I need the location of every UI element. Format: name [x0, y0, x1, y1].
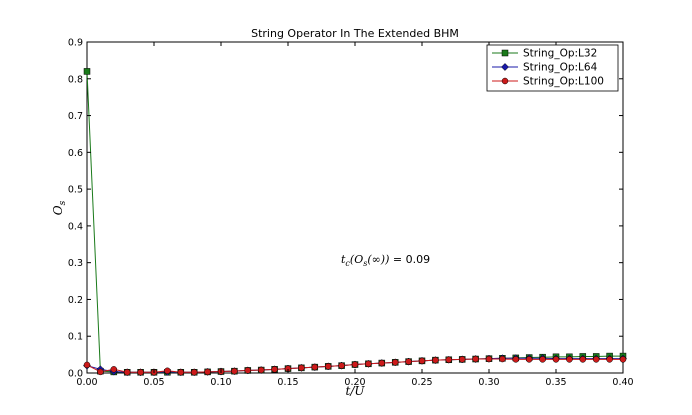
data-point [512, 356, 520, 363]
plot-frame [86, 41, 624, 374]
data-point [298, 364, 305, 372]
data-point [110, 366, 118, 373]
series-layer [83, 68, 627, 377]
data-point [97, 368, 104, 376]
legend-marker [501, 77, 509, 85]
x-tick-label: 0.10 [210, 377, 231, 388]
annotation-base: t [341, 253, 346, 266]
legend-item: String_Op:L100 [492, 76, 604, 88]
data-point [365, 360, 372, 368]
y-axis-label-sub: s [58, 200, 68, 205]
legend-label: String_Op:L32 [523, 48, 597, 60]
y-tick-label: 0.1 [68, 332, 83, 343]
data-point [137, 369, 144, 376]
data-point [351, 361, 359, 368]
x-tick-label: 0.30 [478, 377, 499, 388]
legend: String_Op:L32 String_Op:L64 String_Op:L100 [486, 44, 619, 92]
data-point [552, 356, 560, 363]
data-point [164, 367, 171, 375]
x-tick-label: 0.40 [612, 377, 633, 388]
annotation-tail: (∞)) [367, 253, 389, 266]
x-tick-label: 0.20 [344, 377, 365, 388]
data-point [458, 356, 466, 363]
data-point [324, 363, 332, 370]
x-tick-label: 0.35 [545, 377, 566, 388]
y-axis-label-base: O [51, 205, 65, 215]
data-point [418, 357, 426, 365]
y-tick-label: 0.5 [68, 185, 83, 196]
legend-label: String_Op:L100 [523, 76, 604, 88]
annotation-sub: c [345, 259, 350, 268]
data-point [579, 356, 587, 363]
data-point [499, 355, 506, 363]
data-point [405, 358, 412, 365]
data-point [204, 368, 211, 376]
data-point [525, 356, 533, 363]
data-point [606, 356, 613, 363]
y-tick-label: 0.0 [68, 369, 83, 380]
data-point [123, 369, 131, 376]
x-axis-label: t/U [346, 384, 366, 398]
y-tick-label: 0.4 [68, 221, 83, 232]
plot-area [83, 41, 627, 377]
y-axis: 0.0 0.1 0.2 0.3 0.4 0.5 0.6 0.7 0.8 0.9 [68, 38, 623, 380]
annotation-rest: (O [350, 253, 363, 266]
data-point [472, 355, 479, 363]
legend-marker [501, 63, 509, 71]
legend-marker [501, 49, 509, 57]
x-tick-label: 0.00 [76, 377, 97, 388]
x-axis: 0.00 0.05 0.10 0.15 0.20 0.25 0.30 0.35 0.40 [76, 42, 634, 388]
x-tick-label: 0.05 [143, 377, 164, 388]
x-tick-label: 0.25 [411, 377, 432, 388]
y-tick-label: 0.6 [68, 148, 83, 159]
data-point [539, 356, 546, 363]
data-point [311, 363, 319, 371]
data-point [485, 355, 493, 363]
legend-item: String_Op:L32 [492, 48, 597, 60]
critical-point-annotation: tc(Os(∞)) = 0.09 [341, 253, 430, 268]
data-point [432, 356, 439, 364]
annotation-sub2: s [363, 259, 367, 268]
chart-title: String Operator In The Extended BHM [251, 27, 459, 40]
x-tick-label: 0.15 [277, 377, 298, 388]
data-point [231, 367, 238, 375]
y-tick-label: 0.9 [68, 38, 83, 49]
data-point [378, 359, 386, 367]
data-point [83, 361, 91, 369]
data-point [619, 356, 627, 363]
data-point [445, 356, 453, 364]
annotation-value: = 0.09 [389, 253, 430, 266]
y-tick-label: 0.3 [68, 258, 83, 269]
data-point [566, 356, 573, 363]
data-point [391, 359, 399, 366]
data-point [83, 68, 91, 75]
y-axis-label: Os [51, 200, 68, 215]
y-tick-label: 0.8 [68, 74, 83, 85]
legend-label: String_Op:L64 [523, 62, 598, 74]
y-tick-label: 0.2 [68, 295, 83, 306]
legend-item: String_Op:L64 [492, 62, 598, 74]
y-tick-label: 0.7 [68, 111, 83, 122]
data-point [271, 366, 278, 373]
data-point [592, 356, 600, 363]
data-point [177, 369, 185, 376]
data-point [244, 367, 252, 374]
data-point [190, 369, 198, 376]
data-point [257, 366, 265, 374]
data-point [338, 362, 345, 369]
